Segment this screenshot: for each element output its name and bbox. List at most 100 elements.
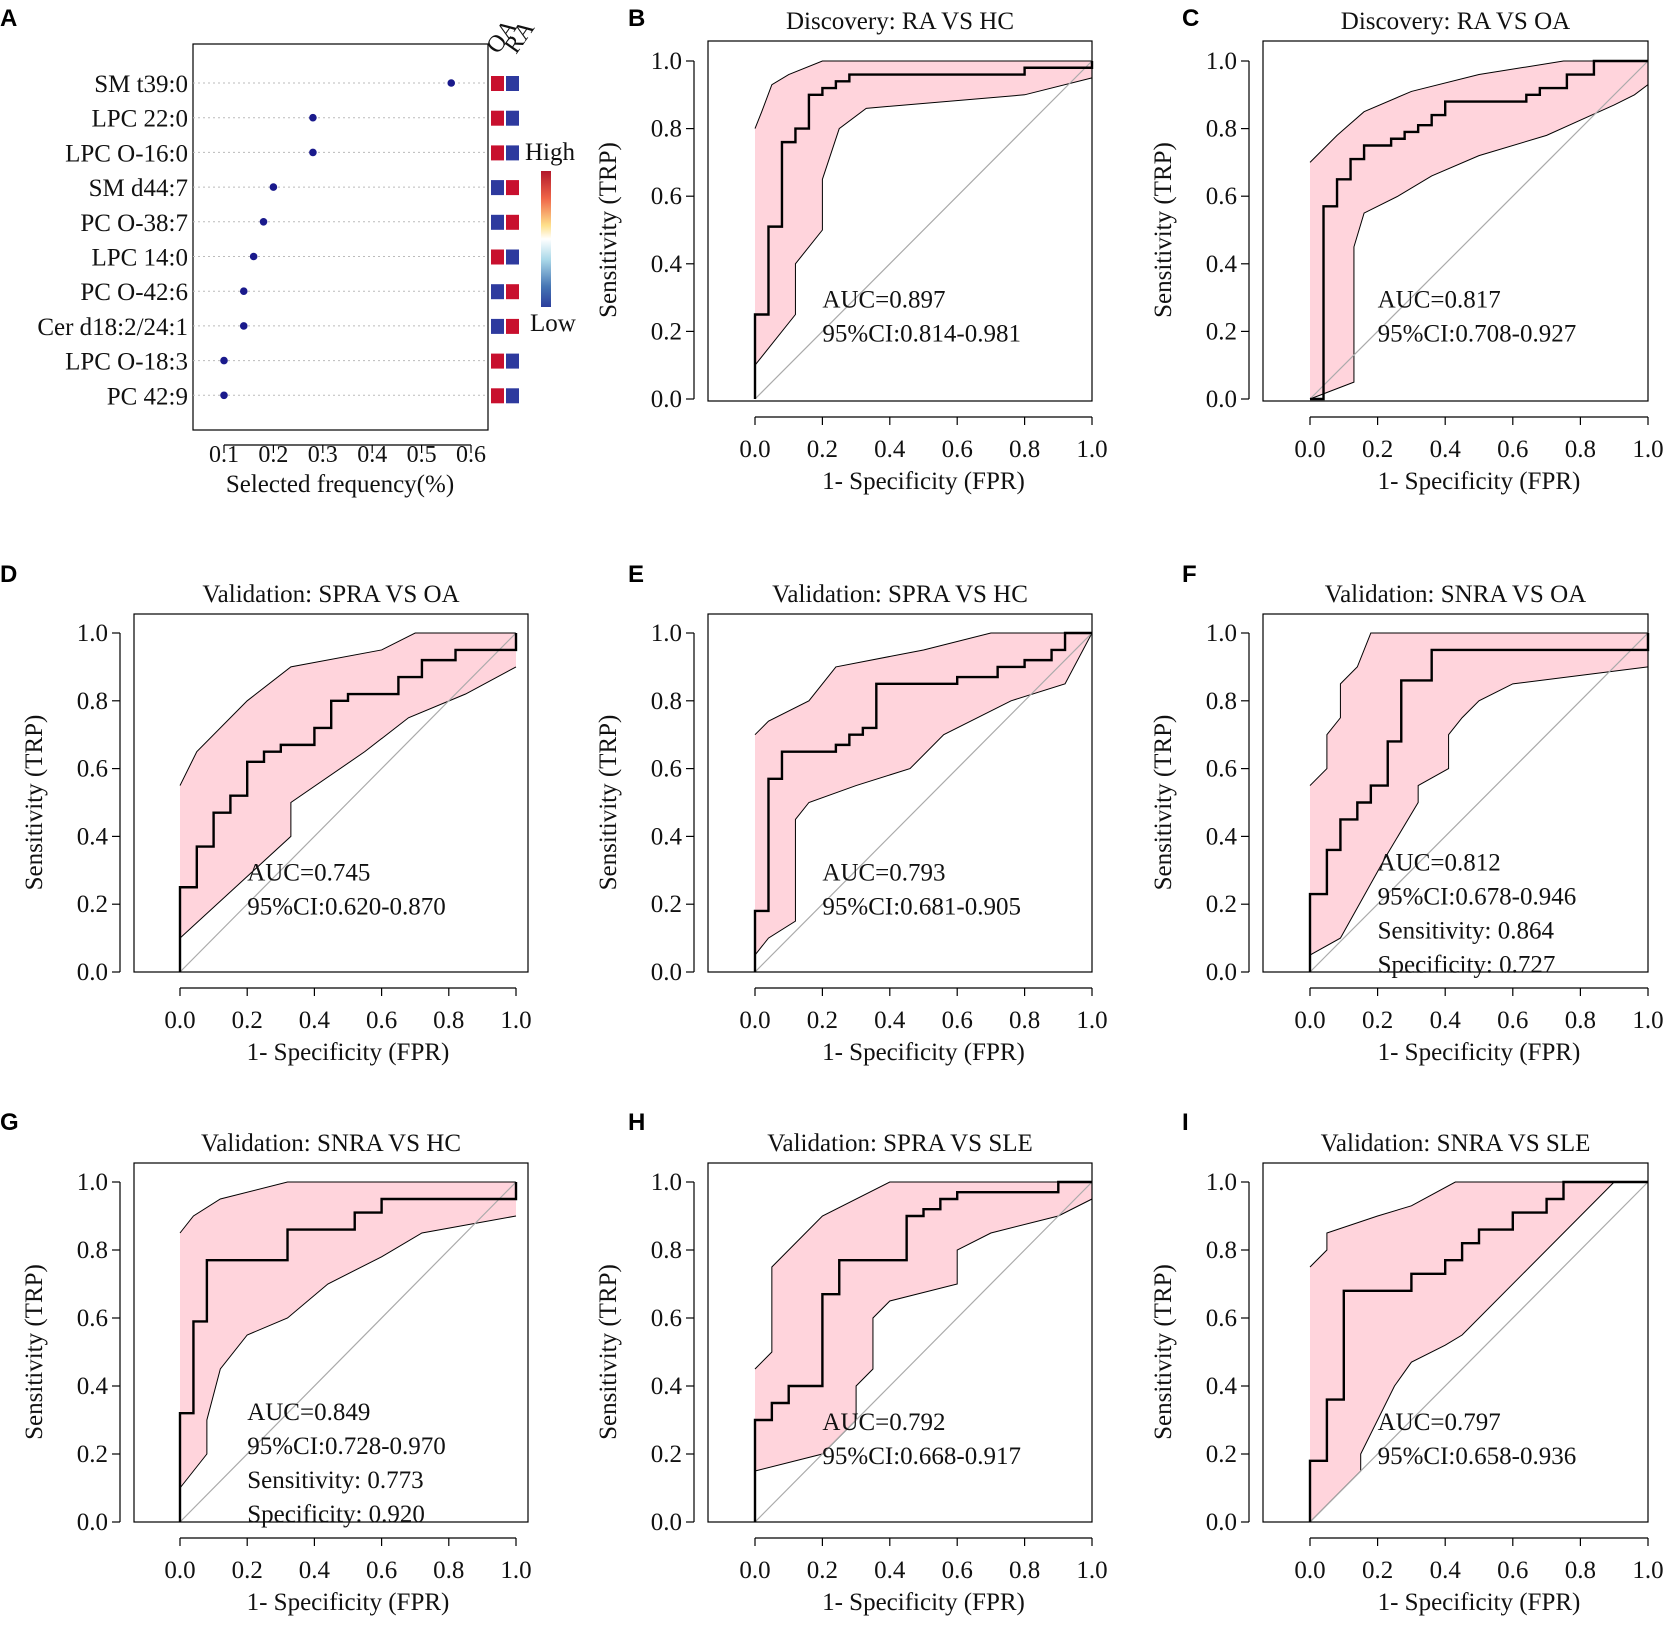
x-tick-label: 0.8 (433, 1007, 464, 1034)
y-tick-label: 0.4 (651, 823, 683, 850)
panel-letter: B (628, 5, 645, 32)
y-tick-label: 0.4 (77, 1373, 109, 1400)
diagonal-reference (1309, 1181, 1649, 1523)
y-tick-label: 0.8 (1206, 116, 1237, 143)
x-tick-label: 0.2 (258, 442, 288, 468)
x-tick-label: 0.6 (1497, 1007, 1528, 1034)
x-axis-label: 1- Specificity (FPR) (1378, 1039, 1581, 1066)
x-axis-label: 1- Specificity (FPR) (822, 1039, 1025, 1066)
roc-curve (178, 1182, 518, 1522)
ci-upper-line (1309, 632, 1648, 786)
annotation: Sensitivity: 0.864 (1378, 917, 1555, 944)
heatmap-cell-ra (506, 318, 519, 334)
y-tick-label: 0.8 (77, 688, 108, 715)
y-tick-label: 0.6 (651, 1305, 682, 1332)
x-tick-label: 0.4 (357, 442, 387, 468)
x-tick-label: 0.8 (433, 1557, 464, 1584)
x-tick-label: 0.8 (1565, 1557, 1596, 1584)
annotation: Specificity: 0.920 (247, 1501, 425, 1528)
y-tick-label: 0.4 (77, 823, 109, 850)
y-tick-label: 0.8 (1206, 1237, 1237, 1264)
x-tick-label: 0.4 (874, 436, 906, 463)
y-tick-label: 0.4 (651, 251, 683, 278)
data-point (220, 391, 228, 400)
ci-band (1310, 1182, 1648, 1522)
roc-curve (1308, 1180, 1648, 1522)
annotation: AUC=0.793 (822, 859, 945, 886)
x-tick-label: 1.0 (500, 1557, 531, 1584)
feature-label: SM d44:7 (89, 175, 188, 202)
x-axis-label: 1- Specificity (FPR) (1378, 1589, 1581, 1616)
x-tick-label: 0.4 (1430, 436, 1462, 463)
heatmap-cell-oa (491, 145, 504, 161)
feature-label: LPC O-18:3 (65, 349, 188, 376)
y-axis-label: Sensitivity (TRP) (595, 715, 622, 891)
ci-band (755, 61, 1092, 366)
x-tick-label: 1.0 (1632, 1007, 1663, 1034)
y-tick-label: 0.4 (1206, 1373, 1238, 1400)
annotation: AUC=0.797 (1378, 1409, 1501, 1436)
panel-letter: C (1182, 5, 1199, 32)
y-tick-label: 0.2 (77, 1441, 108, 1468)
y-tick-label: 0.0 (77, 1509, 108, 1536)
y-tick-label: 0.0 (651, 959, 682, 986)
data-point (239, 322, 248, 330)
chart-title: Validation: SNRA VS SLE (1321, 1130, 1591, 1157)
ci-band (180, 1182, 516, 1488)
chart-title: Validation: SPRA VS HC (772, 581, 1028, 608)
y-tick-label: 0.4 (651, 1373, 683, 1400)
chart-title: Discovery: RA VS HC (786, 8, 1014, 35)
heatmap-cell-ra (506, 110, 519, 126)
y-tick-label: 0.2 (651, 318, 682, 345)
data-point (309, 113, 317, 122)
y-tick-label: 0.8 (1206, 688, 1237, 715)
x-tick-label: 0.2 (807, 1557, 838, 1584)
x-tick-label: 0.6 (1497, 1557, 1528, 1584)
x-tick-label: 0.4 (874, 1007, 906, 1034)
y-tick-label: 0.8 (651, 116, 682, 143)
x-tick-label: 0.8 (1565, 1007, 1596, 1034)
annotation: AUC=0.849 (247, 1399, 370, 1426)
heatmap-cell-oa (491, 76, 504, 91)
x-tick-label: 0.6 (942, 436, 973, 463)
diagonal-reference (179, 1181, 517, 1523)
x-axis-label: 1- Specificity (FPR) (822, 1589, 1025, 1616)
roc-curve (753, 631, 1092, 972)
y-tick-label: 0.2 (651, 891, 682, 918)
data-point (269, 183, 278, 191)
heatmap-cell-oa (491, 249, 504, 265)
x-axis-label: 1- Specificity (FPR) (247, 1039, 450, 1066)
y-tick-label: 0.6 (651, 183, 682, 210)
x-tick-label: 0.6 (366, 1557, 397, 1584)
y-tick-label: 0.4 (1206, 251, 1238, 278)
y-tick-label: 0.6 (1206, 183, 1237, 210)
y-tick-label: 0.8 (651, 688, 682, 715)
chart-title: Validation: SPRA VS SLE (767, 1130, 1033, 1157)
heatmap-cell-ra (506, 284, 519, 300)
heatmap-cell-ra (506, 145, 519, 161)
annotation: AUC=0.745 (247, 859, 370, 886)
heatmap-cell-oa (491, 318, 504, 334)
x-axis-label: 1- Specificity (FPR) (247, 1589, 450, 1616)
roc-curve (1308, 633, 1650, 972)
ci-band (1310, 61, 1648, 399)
y-tick-label: 0.6 (1206, 756, 1237, 783)
y-tick-label: 0.2 (1206, 1441, 1237, 1468)
plot-frame (707, 40, 1093, 402)
feature-label: LPC 14:0 (91, 245, 188, 272)
annotation: AUC=0.792 (822, 1409, 945, 1436)
annotation: AUC=0.817 (1378, 287, 1501, 314)
y-tick-label: 0.8 (77, 1237, 108, 1264)
plot-frame (1262, 1162, 1649, 1523)
heatmap-cell-ra (506, 180, 519, 196)
feature-label: PC O-38:7 (80, 210, 188, 237)
ci-lower-line (1309, 84, 1649, 400)
ci-lower-line (179, 666, 517, 939)
x-tick-label: 0.2 (807, 436, 838, 463)
y-tick-label: 1.0 (1206, 1169, 1237, 1196)
y-tick-label: 0.0 (1206, 1509, 1237, 1536)
x-tick-label: 0.1 (209, 442, 239, 468)
x-tick-label: 0.2 (232, 1007, 263, 1034)
y-axis-label: Sensitivity (TRP) (595, 1264, 622, 1440)
x-tick-label: 0.0 (739, 1557, 770, 1584)
